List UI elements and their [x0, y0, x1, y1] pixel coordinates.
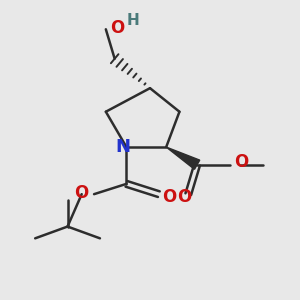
Text: N: N: [116, 138, 130, 156]
Text: methyl: methyl: [243, 164, 248, 165]
Text: H: H: [126, 13, 139, 28]
Text: O: O: [74, 184, 89, 202]
Text: O: O: [234, 153, 248, 171]
Text: O: O: [110, 19, 124, 37]
Polygon shape: [166, 147, 200, 169]
Text: O: O: [162, 188, 177, 206]
Text: O: O: [178, 188, 192, 206]
